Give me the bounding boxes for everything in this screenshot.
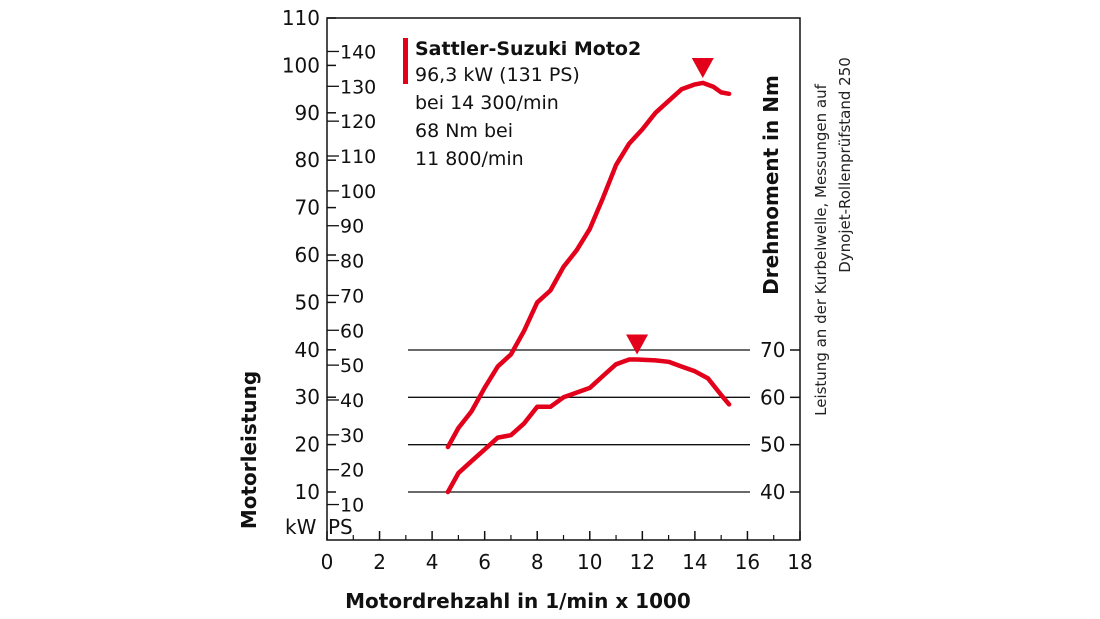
x-tick-label: 14 xyxy=(682,550,707,574)
x-tick-label: 12 xyxy=(630,550,655,574)
ps-tick-label: 90 xyxy=(340,216,364,238)
ps-tick-label: 80 xyxy=(340,251,364,273)
x-tick-label: 6 xyxy=(478,550,491,574)
ps-tick-label: 60 xyxy=(340,320,364,342)
legend-line-1: 96,3 kW (131 PS) xyxy=(415,64,580,86)
ps-tick-label: 110 xyxy=(340,146,376,168)
x-tick-label: 18 xyxy=(787,550,812,574)
kw-tick-label: 110 xyxy=(282,6,320,30)
ps-tick-label: 50 xyxy=(340,355,364,377)
torque-curve xyxy=(445,357,732,495)
power-curve xyxy=(445,80,732,450)
side-note-line-1: Leistung an der Kurbelwelle, Messungen a… xyxy=(812,83,830,415)
ps-tick-label: 130 xyxy=(340,76,376,98)
ps-tick-label: 140 xyxy=(340,41,376,63)
x-tick-label: 2 xyxy=(373,550,386,574)
ps-tick-label: 120 xyxy=(340,111,376,133)
ps-tick-label: 10 xyxy=(340,495,364,517)
legend-line-3: 68 Nm bei xyxy=(415,120,513,142)
nm-tick-label: 40 xyxy=(760,480,785,504)
nm-axis-ticks: 40 50 60 70 xyxy=(760,338,800,504)
ps-tick-label: 70 xyxy=(340,285,364,307)
nm-tick-label: 70 xyxy=(760,338,785,362)
legend-line-4: 11 800/min xyxy=(415,148,524,170)
kw-tick-label: 20 xyxy=(295,433,320,457)
legend-title: Sattler-Suzuki Moto2 xyxy=(415,38,641,60)
unit-kw-label: kW xyxy=(285,515,317,539)
kw-tick-label: 70 xyxy=(295,196,320,220)
side-note-line-2: Dynojet-Rollenprüfstand 250 xyxy=(836,57,854,273)
plot-frame xyxy=(326,17,801,541)
kw-tick-label: 50 xyxy=(295,290,320,314)
x-axis-ticks: 0 2 4 6 8 10 12 14 16 18 xyxy=(321,531,813,574)
legend-color-bar xyxy=(403,38,408,84)
kw-tick-label: 80 xyxy=(295,148,320,172)
torque-gridlines xyxy=(408,349,750,493)
y-axis-title-right: Drehmoment in Nm xyxy=(759,75,783,295)
ps-tick-label: 30 xyxy=(340,425,364,447)
x-tick-label: 8 xyxy=(531,550,544,574)
torque-peak-marker xyxy=(626,334,649,355)
kw-tick-label: 40 xyxy=(295,338,320,362)
legend-line-2: bei 14 300/min xyxy=(415,92,559,114)
kw-tick-label: 60 xyxy=(295,243,320,267)
nm-tick-label: 60 xyxy=(760,385,785,409)
kw-tick-label: 90 xyxy=(295,101,320,125)
ps-tick-label: 20 xyxy=(340,460,364,482)
series-layer xyxy=(445,57,732,495)
kw-tick-label: 100 xyxy=(282,53,320,77)
x-tick-label: 0 xyxy=(321,550,334,574)
ps-axis-ticks: 10 20 30 40 50 60 70 80 90 100 110 120 130 140 xyxy=(327,41,376,517)
unit-ps-label: PS xyxy=(328,515,353,539)
x-tick-label: 4 xyxy=(426,550,439,574)
ps-tick-label: 100 xyxy=(340,181,376,203)
x-tick-label: 10 xyxy=(577,550,602,574)
x-axis-title: Motordrehzahl in 1/min x 1000 xyxy=(345,589,691,613)
plot-border xyxy=(326,17,801,541)
kw-axis-ticks: 10 20 30 40 50 60 70 80 90 100 110 xyxy=(282,6,336,504)
power-peak-marker xyxy=(691,57,714,78)
kw-tick-label: 10 xyxy=(295,480,320,504)
y-axis-title-left: Motorleistung xyxy=(237,371,261,529)
ps-tick-label: 40 xyxy=(340,390,364,412)
kw-tick-label: 30 xyxy=(295,385,320,409)
nm-tick-label: 50 xyxy=(760,433,785,457)
x-tick-label: 16 xyxy=(735,550,760,574)
